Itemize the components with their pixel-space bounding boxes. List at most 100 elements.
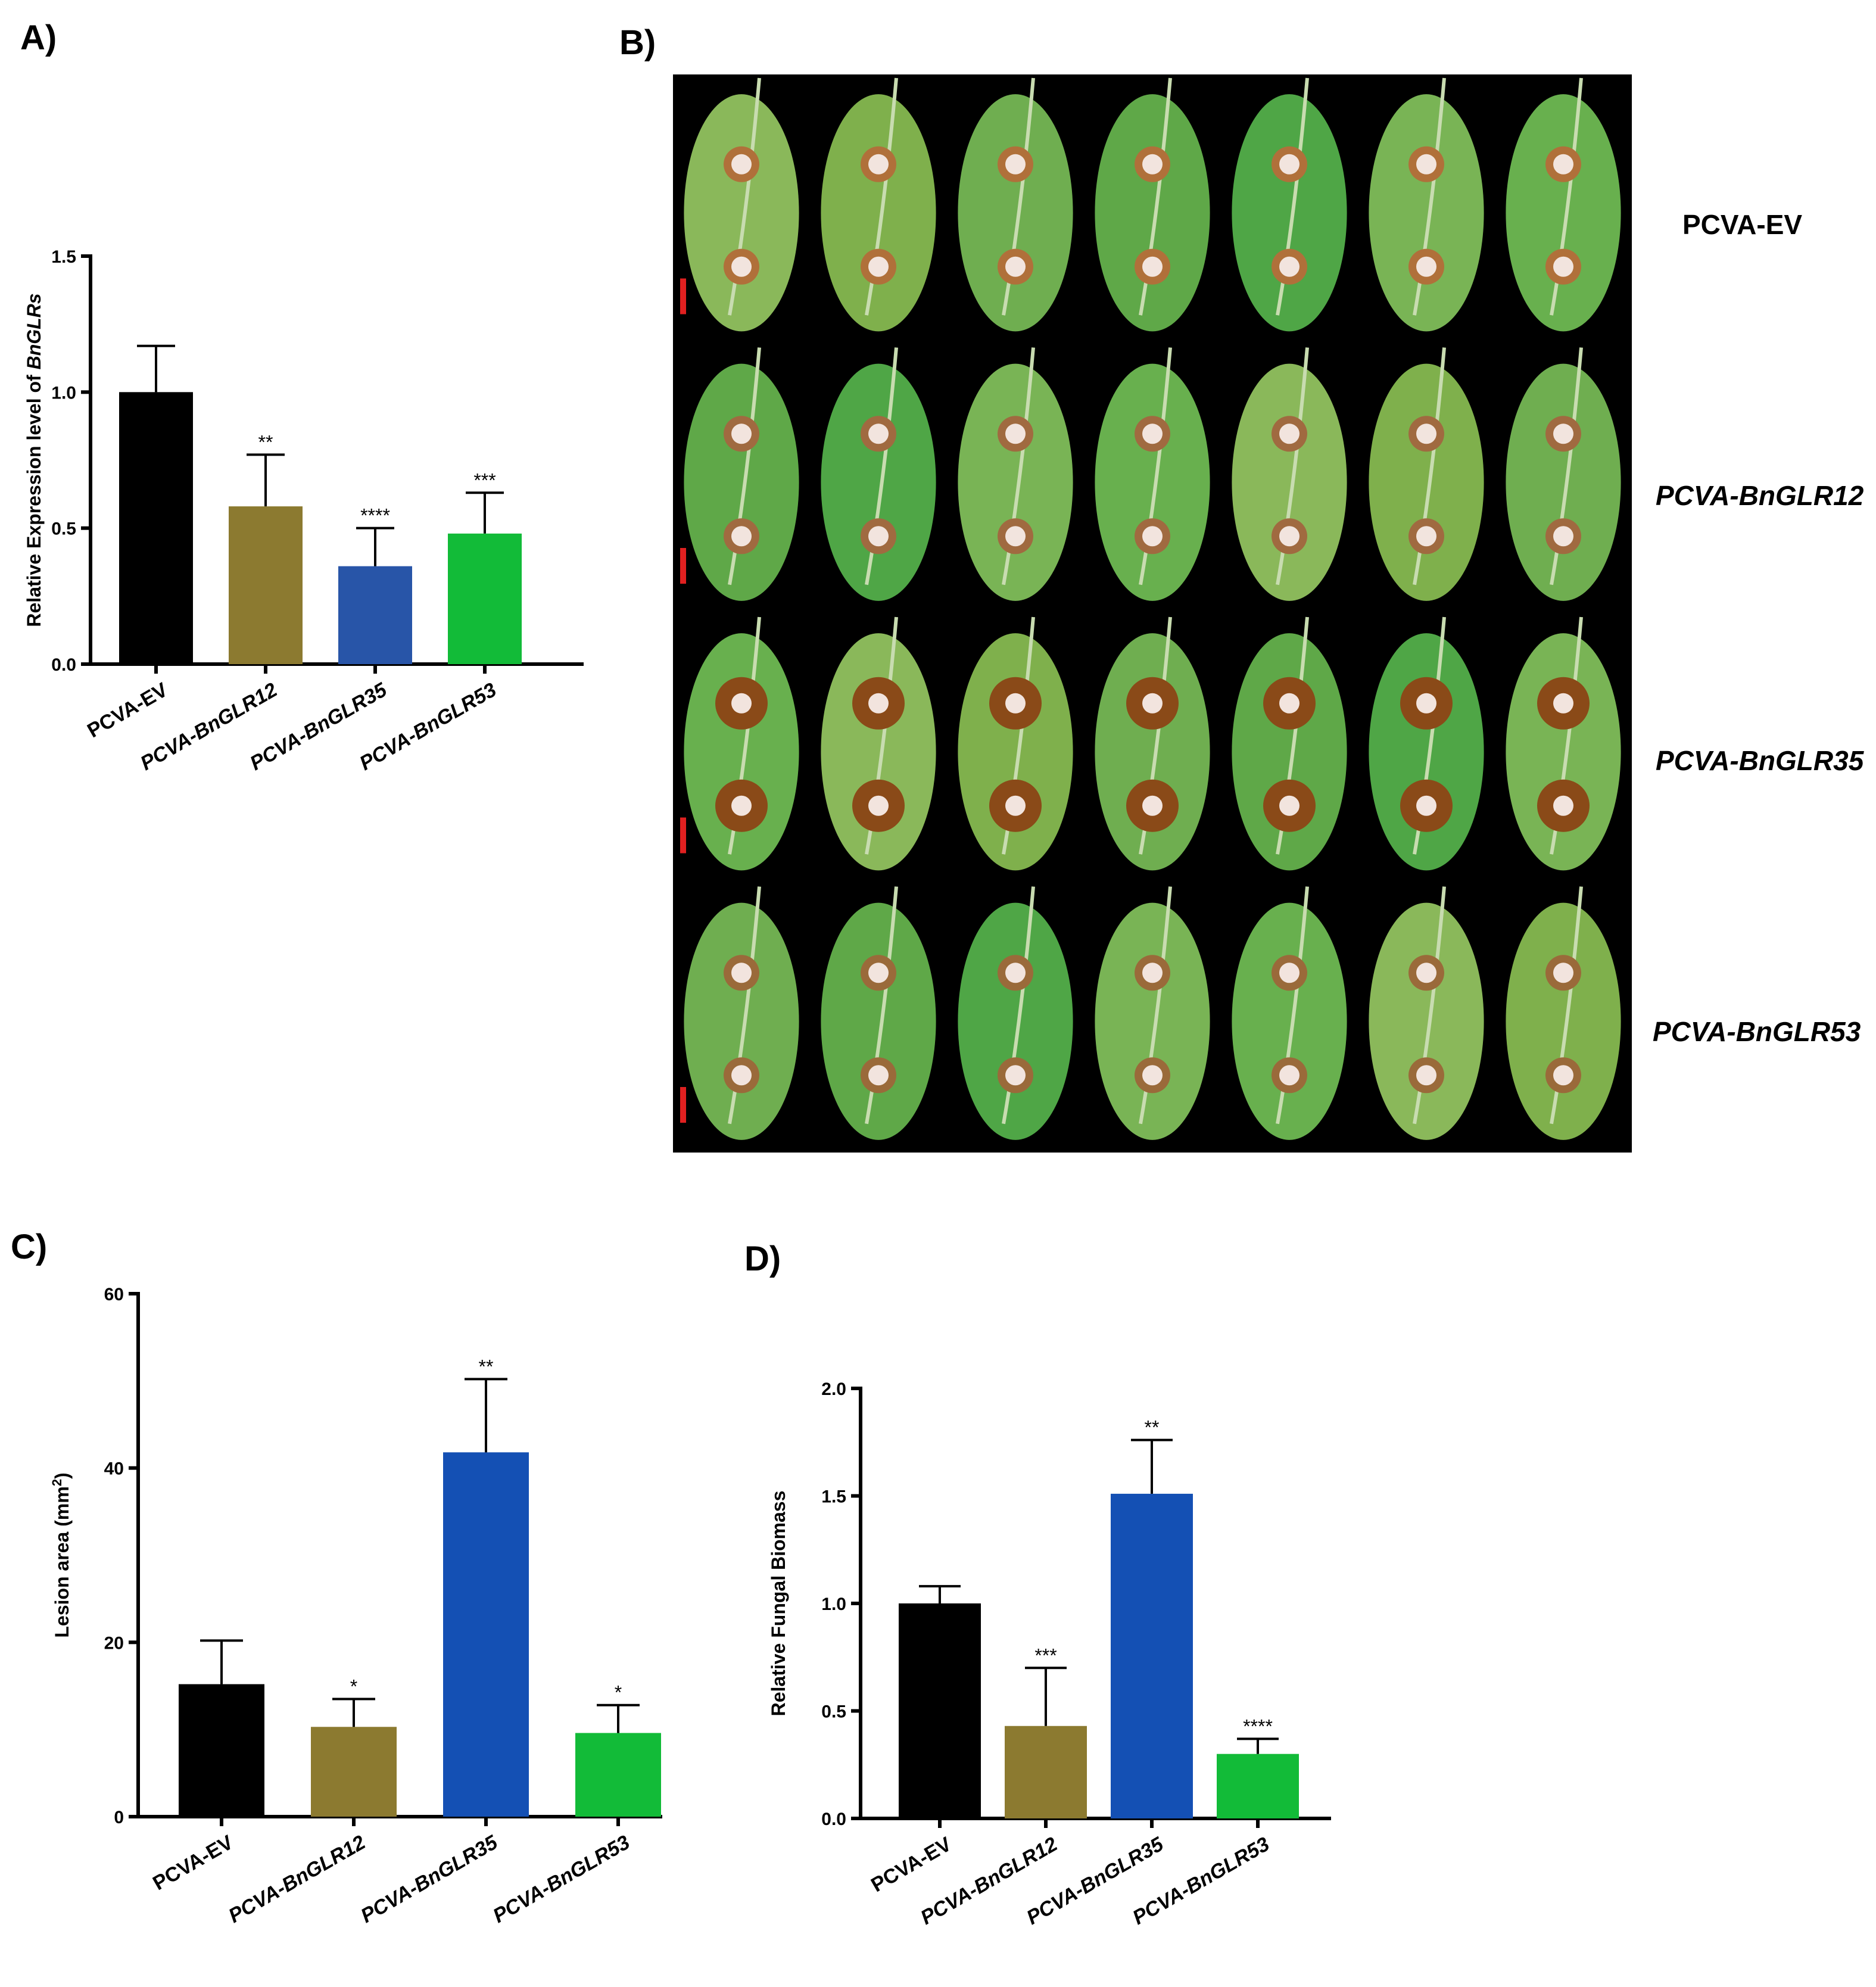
bar-PCVA-BnGLR35 — [338, 566, 412, 664]
leaf — [958, 347, 1073, 601]
inoculum-plug — [1553, 423, 1573, 444]
inoculum-plug — [1142, 526, 1163, 547]
bar-PCVA-EV — [179, 1684, 264, 1817]
y-tick-label: 40 — [104, 1459, 124, 1479]
leaf-midrib — [1276, 886, 1309, 1125]
chart-a: 0.0 0.5 1.0 1.5 Relative Expression level of… — [0, 226, 596, 822]
inoculum-plug — [731, 526, 752, 547]
leaf — [1506, 347, 1621, 601]
leaf — [1095, 347, 1210, 601]
significance-label: ** — [258, 431, 273, 453]
significance-label: *** — [473, 469, 496, 491]
leaf-midrib — [1002, 77, 1035, 316]
significance-label: ** — [479, 1356, 494, 1377]
inoculum-plug — [1279, 795, 1300, 816]
inoculum-plug — [731, 963, 752, 983]
y-axis-title: Lesion area (mm2) — [49, 1472, 73, 1637]
leaf-midrib — [1002, 886, 1035, 1125]
leaf-blade — [1506, 94, 1621, 332]
leaf-blade — [958, 633, 1073, 871]
inoculum-plug — [868, 1065, 889, 1086]
row-label: PCVA-EV — [1682, 209, 1803, 240]
leaf-blade — [821, 94, 936, 332]
inoculum-plug — [868, 423, 889, 444]
inoculum-plug — [1005, 1065, 1026, 1086]
leaf — [958, 616, 1073, 871]
inoculum-plug — [731, 256, 752, 277]
bar-PCVA-BnGLR53 — [1217, 1754, 1299, 1818]
panel-label-b: B) — [619, 23, 656, 62]
inoculum-plug — [1416, 526, 1436, 547]
leaf — [958, 886, 1073, 1140]
category-label: PCVA-EV — [867, 1833, 955, 1896]
inoculum-plug — [1553, 795, 1573, 816]
leaf — [1506, 77, 1621, 332]
inoculum-plug — [1279, 1065, 1300, 1086]
leaf-midrib — [1276, 347, 1309, 585]
leaf — [684, 77, 799, 332]
inoculum-plug — [1416, 423, 1436, 444]
inoculum-plug — [1005, 963, 1026, 983]
inoculum-plug — [868, 256, 889, 277]
inoculum-plug — [868, 693, 889, 714]
leaf-blade — [684, 633, 799, 871]
leaf-midrib — [728, 77, 761, 316]
y-tick-label: 1.5 — [821, 1487, 846, 1507]
leaf-blade — [1095, 363, 1210, 601]
category-label: PCVA-BnGLR35 — [357, 1830, 502, 1927]
leaf-blade — [958, 94, 1073, 332]
inoculum-plug — [1279, 423, 1300, 444]
leaf-blade — [1369, 902, 1484, 1140]
inoculum-plug — [1005, 423, 1026, 444]
leaf-blade — [1506, 363, 1621, 601]
leaf-blade — [1232, 94, 1347, 332]
chart-a-svg: 0.0 0.5 1.0 1.5 Relative Expression level of… — [23, 247, 584, 775]
inoculum-plug — [1279, 154, 1300, 175]
bar-PCVA-BnGLR35 — [1111, 1493, 1193, 1818]
leaf-midrib — [1139, 77, 1172, 316]
y-tick-label: 0.0 — [821, 1810, 846, 1829]
leaf — [958, 77, 1073, 332]
inoculum-plug — [1416, 795, 1436, 816]
inoculum-plug — [1005, 154, 1026, 175]
leaf-midrib — [1139, 886, 1172, 1125]
leaf-blade — [684, 902, 799, 1140]
leaf-blade — [1506, 902, 1621, 1140]
leaf-midrib — [1413, 886, 1446, 1125]
inoculum-plug — [868, 526, 889, 547]
leaf-midrib — [1550, 77, 1583, 316]
bar-PCVA-BnGLR12 — [311, 1727, 397, 1817]
leaf-midrib — [1139, 347, 1172, 585]
bar-PCVA-EV — [119, 392, 193, 664]
y-axis-title: Relative Fungal Biomass — [768, 1491, 789, 1717]
inoculum-plug — [868, 963, 889, 983]
bar-PCVA-BnGLR35 — [443, 1452, 529, 1817]
inoculum-plug — [731, 693, 752, 714]
panel-label-c: C) — [11, 1228, 48, 1266]
inoculum-plug — [1142, 693, 1163, 714]
leaf — [684, 886, 799, 1140]
bar-PCVA-EV — [899, 1603, 981, 1818]
inoculum-plug — [1416, 693, 1436, 714]
inoculum-plug — [1005, 795, 1026, 816]
scale-bar — [680, 278, 686, 314]
inoculum-plug — [1279, 526, 1300, 547]
inoculum-plug — [1416, 256, 1436, 277]
y-tick-label: 60 — [104, 1285, 124, 1304]
inoculum-plug — [1142, 963, 1163, 983]
inoculum-plug — [1142, 154, 1163, 175]
leaf-blade — [1232, 363, 1347, 601]
leaf — [1232, 77, 1347, 332]
leaf — [821, 616, 936, 871]
leaf-midrib — [865, 886, 898, 1125]
inoculum-plug — [1553, 1065, 1573, 1086]
leaf — [1095, 616, 1210, 871]
chart-c: 0 20 40 60 Lesion area (mm2) PCVA-EV * PCVA-BnG… — [0, 1263, 703, 1984]
leaf — [1506, 616, 1621, 871]
leaf — [1506, 886, 1621, 1140]
bar-PCVA-BnGLR12 — [229, 506, 303, 664]
leaf-photo — [673, 74, 1632, 1153]
y-tick-label: 0.5 — [821, 1702, 846, 1722]
row-label: PCVA-BnGLR12 — [1656, 480, 1864, 511]
leaf-midrib — [1413, 77, 1446, 316]
